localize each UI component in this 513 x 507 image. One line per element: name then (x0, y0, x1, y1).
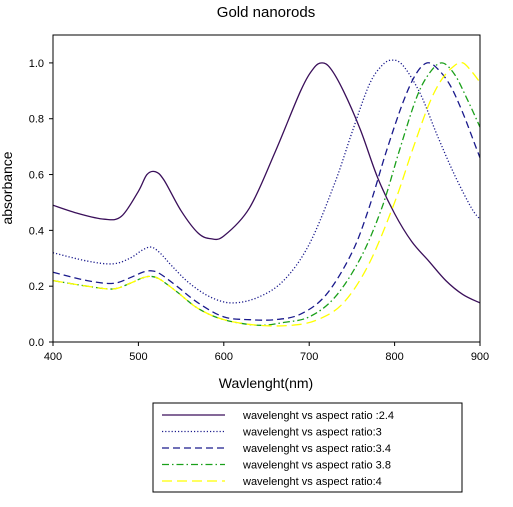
x-tick-label: 700 (300, 351, 318, 363)
legend-box (152, 402, 463, 493)
series-line-2 (53, 59, 480, 304)
y-tick-label: 0.8 (29, 114, 44, 126)
x-tick-label: 500 (129, 351, 147, 363)
x-tick-label: 800 (385, 351, 403, 363)
legend-label-4: wavelenght vs aspect ratio 3.8 (242, 460, 391, 472)
y-tick-label: 0.2 (29, 281, 44, 293)
x-tick-label: 900 (471, 351, 489, 363)
y-tick-label: 0.0 (29, 337, 44, 349)
series-line-1 (53, 62, 480, 304)
legend-label-2: wavelenght vs aspect ratio:3 (242, 427, 382, 439)
y-tick-label: 0.6 (29, 170, 44, 182)
x-tick-label: 600 (215, 351, 233, 363)
x-axis-label: Wavlenght(nm) (219, 375, 313, 391)
y-axis-label: absorbance (0, 151, 15, 224)
plot-frame (52, 34, 481, 343)
x-tick-label: 400 (44, 351, 62, 363)
legend-label-5: wavelenght vs aspect ratio:4 (242, 476, 382, 488)
y-tick-label: 0.4 (29, 225, 44, 237)
legend: wavelenght vs aspect ratio :2.4 wavelengh… (152, 402, 463, 493)
legend-label-1: wavelenght vs aspect ratio :2.4 (242, 410, 394, 422)
y-tick-label: 1.0 (29, 58, 44, 70)
series-line-3 (53, 62, 480, 321)
legend-label-3: wavelenght vs aspect ratio:3.4 (242, 443, 391, 455)
series-line-4 (53, 62, 480, 326)
series-line-5 (53, 61, 480, 327)
chart-title: Gold nanorods (217, 4, 315, 21)
